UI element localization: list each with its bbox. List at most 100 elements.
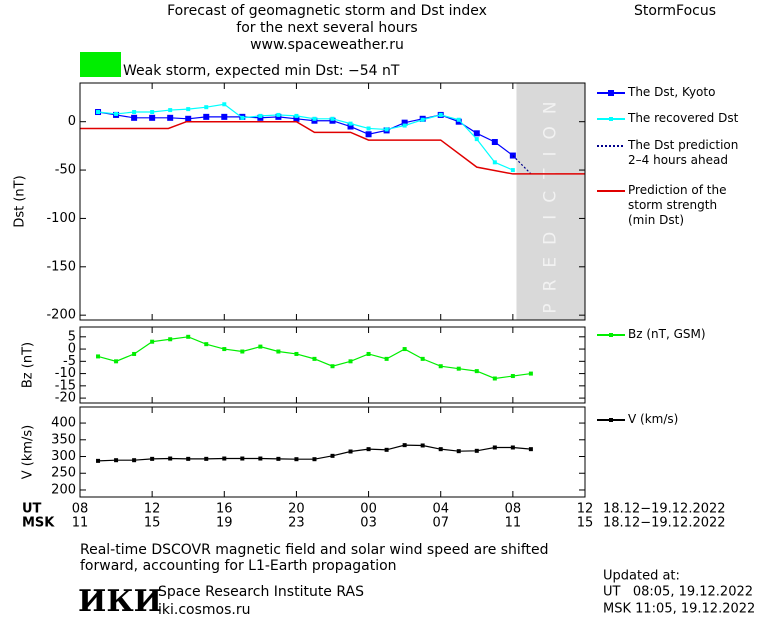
url: iki.cosmos.ru (158, 602, 250, 618)
institute: Space Research Institute RAS (158, 584, 364, 600)
point (131, 114, 138, 121)
point (330, 364, 335, 369)
point (168, 108, 173, 113)
point (402, 123, 407, 128)
x-tick-label: 16 (216, 502, 233, 517)
point (168, 456, 173, 461)
footer-note: forward, accounting for L1-Earth propaga… (80, 558, 397, 574)
point (348, 359, 353, 364)
legend-label: Bz (nT, GSM) (628, 327, 706, 341)
title-line: Forecast of geomagnetic storm and Dst in… (167, 3, 487, 19)
alert-text: Weak storm, expected min Dst: −54 nT (123, 63, 400, 79)
point (492, 376, 497, 381)
point (366, 351, 371, 356)
point (258, 344, 263, 349)
point (276, 349, 281, 354)
point (420, 117, 425, 122)
legend-marker (609, 333, 613, 337)
y-tick-label: 300 (51, 449, 76, 464)
y-tick-label: -50 (55, 163, 76, 178)
point (240, 115, 245, 120)
point (492, 445, 497, 450)
point (402, 443, 407, 448)
point (258, 113, 263, 118)
point (420, 356, 425, 361)
brand: StormFocus (634, 3, 716, 19)
date-range: 18.12−19.12.2022 (603, 516, 726, 531)
point (312, 457, 317, 462)
legend-label: The Dst prediction 2–4 hours ahead (628, 138, 739, 167)
legend-marker (608, 90, 614, 96)
point (402, 347, 407, 352)
y-axis-label: Dst (nT) (13, 175, 28, 227)
point (366, 447, 371, 452)
point (186, 107, 191, 112)
point (96, 110, 101, 115)
point (132, 110, 137, 115)
point (221, 113, 228, 120)
legend-marker (609, 117, 613, 121)
point (474, 448, 479, 453)
point (438, 447, 443, 452)
series-line (97, 103, 514, 171)
prediction-label: PREDICTION (541, 89, 561, 313)
point (204, 456, 209, 461)
point (474, 137, 479, 142)
point (348, 121, 353, 126)
series-line (512, 155, 532, 175)
y-tick-label: 250 (51, 466, 76, 481)
x-tick-label-msk: 03 (360, 516, 377, 531)
x-tick-label: 12 (577, 502, 594, 517)
series-line (80, 120, 585, 175)
point (528, 447, 533, 452)
y-tick-label: -200 (46, 308, 76, 323)
legend-label: Prediction of the storm strength (min Ds… (628, 183, 727, 227)
point (474, 369, 479, 374)
point (294, 113, 299, 118)
point (528, 371, 533, 376)
point (420, 443, 425, 448)
point (456, 117, 461, 122)
y-tick-label: -100 (46, 211, 76, 226)
x-tick-label-msk: 23 (288, 516, 305, 531)
y-tick-label: -15 (55, 378, 76, 393)
y-tick-label: 0 (68, 114, 76, 129)
y-tick-label: 200 (51, 482, 76, 497)
x-tick-label: 08 (505, 502, 522, 517)
point (312, 356, 317, 361)
legend-label: V (km/s) (628, 412, 679, 426)
y-tick-label: 350 (51, 432, 76, 447)
plot-frame (79, 82, 586, 321)
point (150, 339, 155, 344)
x-tick-label: 04 (432, 502, 449, 517)
x-row-label: MSK (22, 516, 55, 531)
point (347, 123, 354, 130)
point (384, 447, 389, 452)
point (150, 110, 155, 115)
point (510, 445, 515, 450)
point (348, 449, 353, 454)
point (96, 458, 101, 463)
point (384, 356, 389, 361)
point (204, 105, 209, 110)
point (149, 114, 156, 121)
point (185, 115, 192, 122)
point (401, 119, 408, 126)
x-tick-label: 12 (144, 502, 161, 517)
logo: ИКИ (78, 584, 162, 619)
point (492, 160, 497, 165)
y-tick-label: -20 (55, 391, 76, 406)
point (276, 456, 281, 461)
x-tick-label-msk: 07 (432, 516, 449, 531)
x-tick-label: 20 (288, 502, 305, 517)
plot-frame (79, 406, 586, 498)
x-row-label: UT (22, 502, 42, 517)
updated: Updated at: (603, 569, 680, 584)
legend-marker (609, 418, 613, 422)
point (132, 458, 137, 463)
point (438, 364, 443, 369)
y-tick-label: 400 (51, 416, 76, 431)
plot-frame (79, 326, 586, 404)
x-tick-label-msk: 15 (144, 516, 161, 531)
point (96, 354, 101, 359)
